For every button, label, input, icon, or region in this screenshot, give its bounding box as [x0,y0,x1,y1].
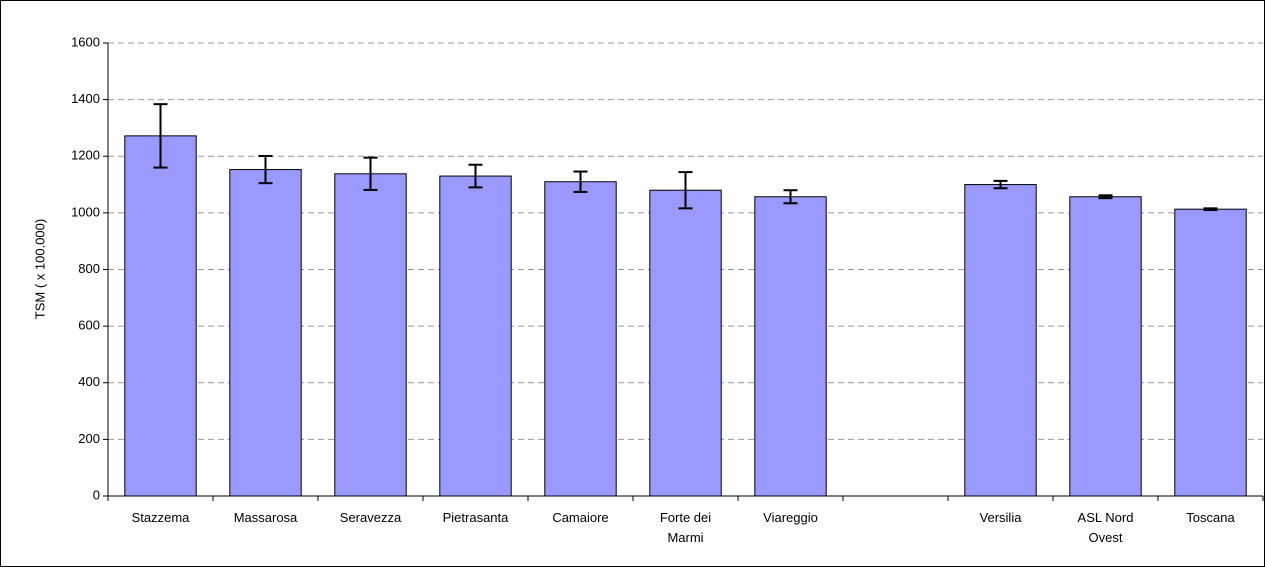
y-tick-label: 1000 [71,204,100,219]
y-tick-label: 1200 [71,148,100,163]
x-tick-label: Massarosa [233,510,298,525]
error-bar [258,154,273,185]
error-bar [783,189,798,205]
bar [1174,208,1247,497]
bar [964,184,1037,497]
y-tick-label: 400 [78,374,100,389]
x-tick-label: Stazzema [131,510,190,525]
y-tick-label: 800 [78,261,100,276]
y-tick-label: 200 [78,431,100,446]
bar [649,189,722,497]
x-tick-label: Camaiore [552,510,609,525]
x-tick-label: Pietrasanta [442,510,509,525]
y-tick-label: 1400 [71,91,100,106]
error-bar [1203,207,1218,212]
y-tick-label: 1600 [71,34,100,49]
bar [1069,196,1142,497]
bar [544,181,617,497]
error-bar [993,179,1008,190]
y-tick-label: 0 [93,487,100,502]
error-bar [1098,194,1113,200]
error-bar [363,156,378,191]
error-bar [678,171,693,210]
y-axis-label: TSM ( x 100.000) [32,219,47,319]
error-bar [153,103,168,169]
error-bar [573,170,588,193]
bar [439,175,512,497]
x-tick-label: Viareggio [763,510,818,525]
bar [334,173,407,497]
error-bar [468,163,483,189]
x-tick-label: Toscana [1186,510,1235,525]
bar [754,196,827,497]
y-tick-label: 600 [78,318,100,333]
x-tick-label: ASL Nord Ovest [1077,510,1134,545]
bar [229,169,302,497]
bar [124,135,197,497]
x-tick-label: Seravezza [339,510,402,525]
x-tick-label: Forte dei Marmi [659,510,712,545]
x-tick-label: Versilia [979,510,1022,525]
